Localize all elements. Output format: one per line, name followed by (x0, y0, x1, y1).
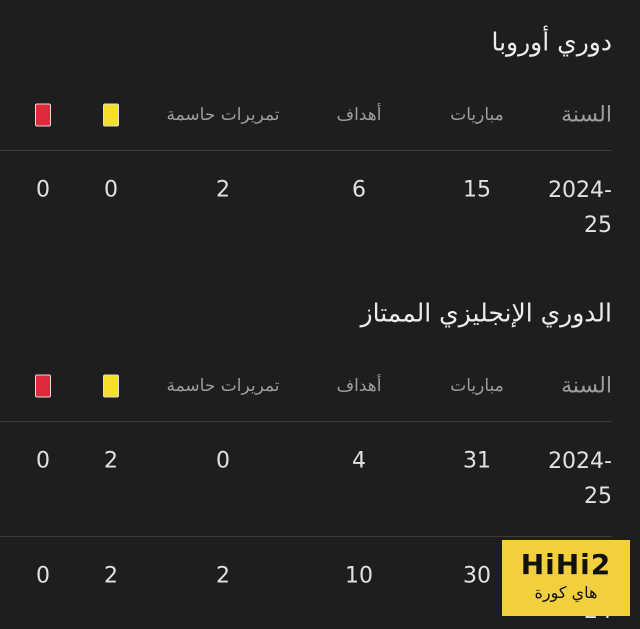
stat-value: 4 (352, 448, 366, 474)
header-label: مباريات (450, 105, 504, 125)
stat-value: 6 (352, 177, 366, 203)
yellow-card-icon (103, 103, 119, 127)
stat-value: 30 (463, 563, 491, 589)
stat-value: 0 (104, 177, 118, 203)
season: 2024-25 (548, 449, 612, 509)
stat-value: 0 (36, 177, 50, 203)
watermark-logo: HiHi2 هاي كورة (502, 540, 630, 616)
red-card-icon (35, 374, 51, 398)
header-label: تمريرات حاسمة (166, 376, 280, 396)
stat-value: 2 (216, 563, 230, 589)
header-label: مباريات (450, 376, 504, 396)
header-label: تمريرات حاسمة (166, 105, 280, 125)
stat-value: 2 (104, 563, 118, 589)
header-label: السنة (561, 102, 612, 128)
section-title: دوري أوروبا (491, 27, 612, 57)
season: 2024-25 (548, 178, 612, 238)
stat-value: 0 (216, 448, 230, 474)
stat-value: 10 (345, 563, 373, 589)
stat-value: 2 (216, 177, 230, 203)
stat-value: 31 (463, 448, 491, 474)
yellow-card-icon (103, 374, 119, 398)
divider (0, 536, 612, 537)
divider (0, 150, 612, 151)
section-title: الدوري الإنجليزي الممتاز (360, 298, 612, 328)
divider (0, 421, 612, 422)
stat-value: 2 (104, 448, 118, 474)
stat-value: 0 (36, 563, 50, 589)
stat-value: 15 (463, 177, 491, 203)
header-label: أهداف (336, 376, 382, 396)
logo-subtitle: هاي كورة (534, 583, 598, 602)
header-label: أهداف (336, 105, 382, 125)
logo-text: HiHi2 (520, 548, 612, 581)
stat-value: 0 (36, 448, 50, 474)
header-label: السنة (561, 373, 612, 399)
red-card-icon (35, 103, 51, 127)
